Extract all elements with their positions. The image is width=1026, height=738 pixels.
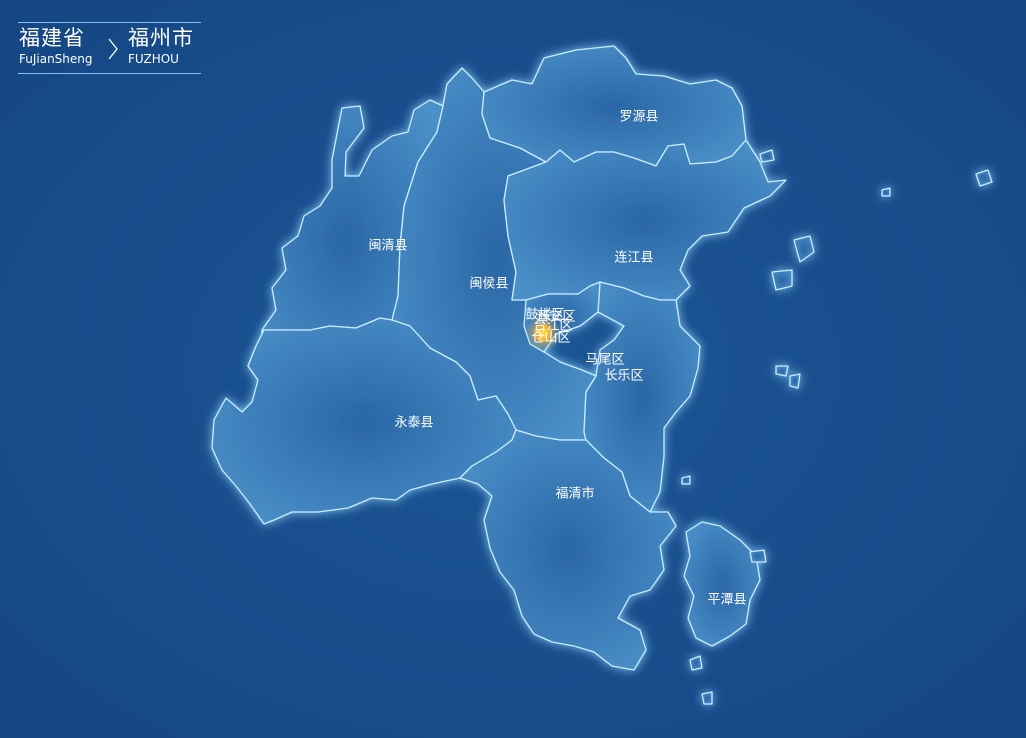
label-changle: 长乐区 <box>604 369 643 384</box>
label-minhou: 闽侯县 <box>469 277 508 292</box>
label-taijiang: 台江区 <box>533 319 572 334</box>
label-yongtai: 永泰县 <box>394 416 433 431</box>
island-11 <box>749 549 767 563</box>
city-pinyin: FUZHOU <box>128 52 179 66</box>
pulse-dot-icon <box>525 315 561 351</box>
label-mawei: 马尾区 <box>585 353 624 368</box>
city-name: 福州市 <box>128 26 194 50</box>
breadcrumb: 福建省 FuJianSheng 福州市 FUZHOU <box>18 22 201 74</box>
island-6 <box>789 373 801 389</box>
label-cangshan: 仓山区 <box>531 331 570 346</box>
label-luoyuan: 罗源县 <box>619 110 658 125</box>
breadcrumb-province[interactable]: 福建省 FuJianSheng <box>19 25 93 67</box>
region-pingtan[interactable] <box>683 521 761 647</box>
island-1 <box>975 169 993 187</box>
island-7 <box>759 149 775 163</box>
label-gulou: 鼓楼区 <box>525 308 564 323</box>
label-fuqing: 福清市 <box>555 486 594 502</box>
region-fuqing[interactable] <box>459 429 677 671</box>
label-jinan: 晋安区 <box>536 310 575 325</box>
island-9 <box>689 655 703 671</box>
breadcrumb-city[interactable]: 福州市 FUZHOU <box>128 25 194 67</box>
island-8 <box>681 475 691 485</box>
island-5 <box>775 365 789 377</box>
island-10 <box>701 691 713 705</box>
province-pinyin: FuJianSheng <box>19 52 93 66</box>
label-pingtan: 平潭县 <box>707 593 746 608</box>
province-name: 福建省 <box>19 26 85 50</box>
island-2 <box>881 187 891 197</box>
island-3 <box>793 235 815 263</box>
label-lianjiang: 连江县 <box>614 250 653 266</box>
region-luoyuan[interactable] <box>481 45 747 167</box>
region-lianjiang[interactable] <box>503 139 787 301</box>
label-minqing: 闽清县 <box>368 239 407 254</box>
region-yongtai[interactable] <box>211 317 517 525</box>
chevron-right-icon <box>108 38 118 60</box>
island-4 <box>771 269 793 291</box>
region-changle[interactable] <box>583 281 701 513</box>
